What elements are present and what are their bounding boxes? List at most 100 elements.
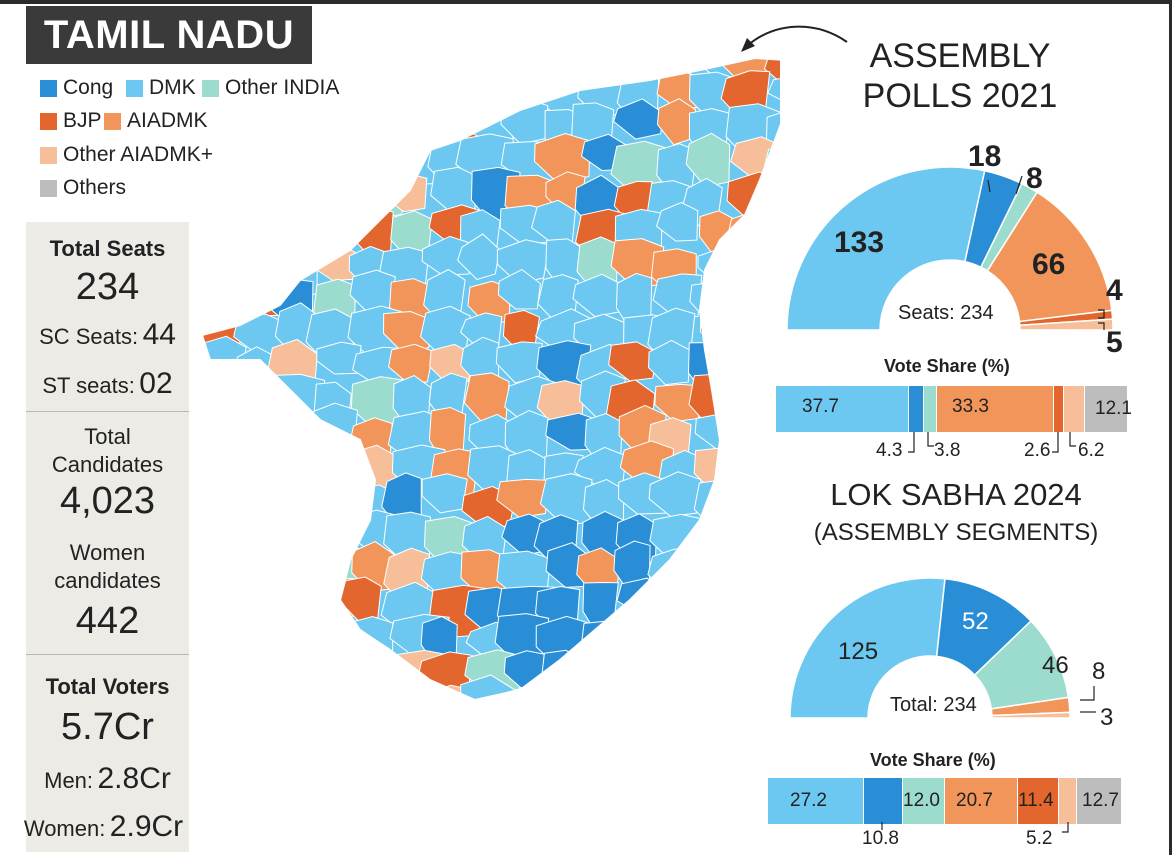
- map-constituency: [378, 58, 428, 83]
- legend-swatch-bjp: [40, 112, 57, 130]
- map-constituency: [693, 479, 741, 532]
- lok-sabha-title: LOK SABHA 2024 (ASSEMBLY SEGMENTS): [796, 476, 1116, 552]
- map-constituency: [727, 341, 764, 396]
- map-constituency: [314, 58, 361, 83]
- map-constituency: [421, 235, 473, 276]
- assembly-label-other-india: 8: [1026, 162, 1043, 195]
- map-constituency: [202, 442, 256, 504]
- map-constituency: [545, 687, 586, 700]
- tamil-nadu-constituency-map: [201, 57, 780, 700]
- map-constituency: [241, 58, 279, 85]
- total-seats-value: 234: [75, 266, 140, 308]
- map-constituency: [768, 483, 780, 531]
- assembly-vote-bjp: 2.6: [1024, 440, 1051, 461]
- map-constituency: [268, 485, 309, 539]
- map-constituency: [202, 102, 251, 152]
- legend-label-bjp: BJP: [63, 109, 102, 132]
- map-constituency: [341, 647, 393, 692]
- map-constituency: [614, 652, 667, 693]
- legend-item-aiadmk: AIADMK: [104, 109, 208, 133]
- candidates-label-1: Total: [84, 424, 131, 449]
- map-constituency: [355, 105, 395, 159]
- legend-swatch-others: [40, 179, 57, 197]
- map-constituency: [690, 644, 732, 700]
- map-constituency: [698, 581, 751, 634]
- page-title: TAMIL NADU: [26, 6, 312, 64]
- map-constituency: [647, 548, 694, 597]
- map-constituency: [345, 58, 394, 82]
- assembly-vote-aiadmk: 33.3: [952, 396, 989, 417]
- map-constituency: [762, 438, 780, 482]
- assembly-slice-aiadmk: [986, 191, 1113, 323]
- map-constituency: [652, 273, 703, 319]
- legend-item-dmk: DMK: [126, 76, 196, 100]
- legend-label-cong: Cong: [63, 76, 114, 99]
- stats-panel: Total Seats 234 SC Seats: 44 ST seats: 0…: [24, 222, 189, 852]
- map-constituency: [309, 131, 352, 184]
- lok-sabha-bar-leader-lines: [881, 822, 1069, 833]
- legend-swatch-other-india: [202, 79, 219, 97]
- map-constituency: [384, 106, 431, 145]
- map-constituency: [761, 586, 780, 627]
- women-candidates-value: 442: [75, 600, 140, 642]
- map-constituency: [609, 677, 670, 700]
- map-constituency: [273, 515, 317, 567]
- map-constituency: [535, 58, 594, 90]
- candidates-value: 4,023: [59, 480, 156, 522]
- map-constituency: [616, 577, 668, 615]
- map-constituency: [656, 575, 708, 617]
- map-constituency: [726, 416, 768, 461]
- lok-sabha-vote-others: 12.7: [1082, 790, 1119, 811]
- assembly-vote-cong: 4.3: [876, 440, 903, 461]
- lok-sabha-bar-segment-other-india: [902, 778, 945, 824]
- legend-item-other-aiadmk-plus: Other AIADMK+: [40, 143, 213, 167]
- lok-sabha-vote-bjp: 11.4: [1018, 790, 1054, 811]
- map-constituency: [572, 58, 615, 77]
- legend-label-aiadmk: AIADMK: [127, 109, 208, 132]
- assembly-vote-share-title: Vote Share (%): [884, 356, 1010, 376]
- map-constituency: [202, 275, 251, 317]
- map-constituency: [202, 368, 253, 419]
- map-constituency: [202, 139, 243, 177]
- map-constituency: [237, 551, 287, 599]
- legend-item-others: Others: [40, 176, 126, 200]
- map-constituency: [202, 73, 250, 131]
- map-constituency: [381, 173, 428, 213]
- sc-seats-value: 44: [142, 318, 176, 351]
- total-voters-label: Total Voters: [45, 674, 170, 699]
- legend-item-cong: Cong: [40, 76, 113, 100]
- map-constituency: [202, 554, 247, 602]
- assembly-label-other-aiadmk-plus: 5: [1106, 326, 1123, 359]
- lok-sabha-center-label: Total: 234: [890, 694, 977, 716]
- map-constituency: [497, 268, 541, 310]
- lok-sabha-slice-other-aiadmk-plus: [991, 711, 1071, 719]
- map-constituency: [732, 647, 780, 700]
- assembly-bar-leader-lines: [908, 432, 1076, 453]
- map-constituency: [306, 615, 355, 663]
- map-constituency: [759, 505, 780, 568]
- lok-sabha-label-aiadmk: 8: [1092, 658, 1106, 685]
- men-voters-value: 2.8Cr: [97, 762, 171, 795]
- lok-sabha-vote-aiadmk: 20.7: [956, 790, 993, 811]
- map-constituency: [308, 105, 351, 158]
- map-constituency: [421, 58, 468, 81]
- map-constituency: [383, 311, 434, 354]
- map-constituency: [729, 445, 769, 487]
- map-constituency: [699, 306, 753, 348]
- legend-label-dmk: DMK: [149, 76, 196, 99]
- map-constituency: [310, 644, 353, 699]
- map-constituency: [655, 58, 702, 73]
- map-constituency: [534, 132, 591, 183]
- map-constituency: [236, 510, 294, 555]
- map-constituency: [202, 408, 243, 453]
- map-constituency: [349, 676, 395, 700]
- map-constituency: [731, 486, 780, 541]
- lok-sabha-bar-segment-bjp: [1018, 778, 1059, 824]
- map-constituency: [202, 207, 260, 268]
- map-constituency: [643, 617, 696, 663]
- map-constituency: [581, 685, 623, 700]
- assembly-title-line2: POLLS 2021: [862, 77, 1058, 115]
- map-constituency: [345, 180, 407, 220]
- map-constituency: [728, 575, 780, 630]
- map-constituency: [234, 680, 284, 700]
